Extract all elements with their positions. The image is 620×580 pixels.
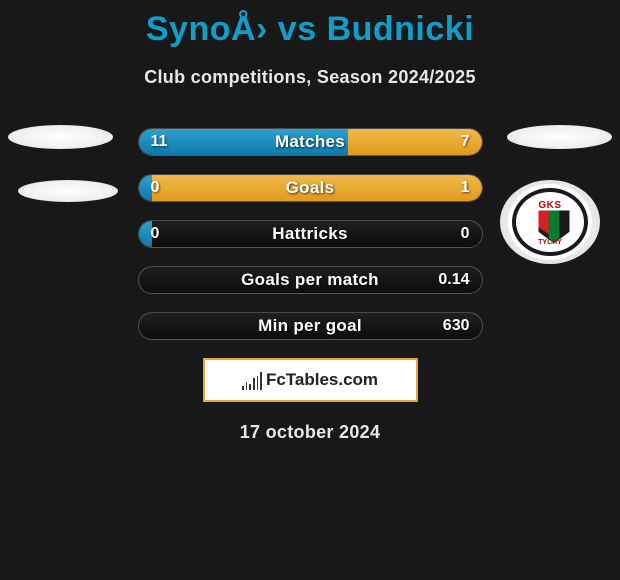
stat-label: Goals: [139, 175, 482, 201]
stat-row: 0Hattricks0: [138, 220, 483, 248]
stat-row: Min per goal630: [138, 312, 483, 340]
stat-label: Matches: [139, 129, 482, 155]
stat-value-right: 630: [443, 313, 470, 339]
branding-bar: [242, 386, 244, 390]
stat-row: 11Matches7: [138, 128, 483, 156]
stat-label: Goals per match: [139, 267, 482, 293]
stat-value-right: 0.14: [438, 267, 469, 293]
branding-bar: [246, 382, 248, 390]
stat-value-right: 1: [461, 175, 470, 201]
branding-bar: [253, 378, 255, 390]
page-title: SynoÅ› vs Budnicki: [0, 0, 620, 49]
date-label: 17 october 2024: [0, 422, 620, 443]
branding-bar: [260, 372, 262, 390]
stat-row: Goals per match0.14: [138, 266, 483, 294]
stat-label: Hattricks: [139, 221, 482, 247]
stat-value-right: 0: [461, 221, 470, 247]
stat-row: 0Goals1: [138, 174, 483, 202]
branding-bar: [249, 384, 251, 390]
subtitle: Club competitions, Season 2024/2025: [0, 67, 620, 88]
stat-label: Min per goal: [139, 313, 482, 339]
branding-label: FcTables.com: [266, 370, 378, 390]
branding-box[interactable]: FcTables.com: [203, 358, 418, 402]
branding-bar: [257, 376, 259, 390]
branding-bars-icon: [242, 370, 262, 390]
stat-value-right: 7: [461, 129, 470, 155]
stats-container: 11Matches70Goals10Hattricks0Goals per ma…: [0, 128, 620, 340]
